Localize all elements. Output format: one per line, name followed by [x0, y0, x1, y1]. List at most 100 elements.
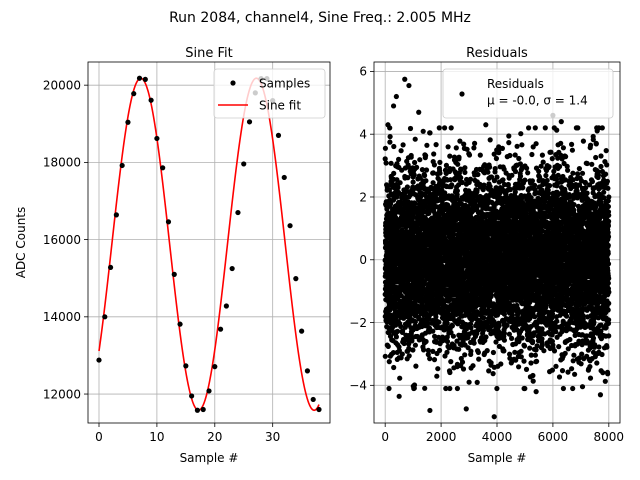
residual-point — [395, 185, 401, 191]
sample-point — [154, 135, 160, 142]
sample-point — [281, 174, 287, 181]
residuals-title: Residuals — [466, 46, 528, 61]
residual-point — [406, 164, 412, 170]
sample-point — [194, 407, 201, 413]
y-tick-label: 18000 — [43, 156, 81, 170]
residual-point — [456, 154, 462, 160]
residual-point — [490, 349, 496, 356]
residual-point — [444, 338, 451, 345]
residual-point — [442, 125, 448, 131]
residual-point — [519, 142, 525, 148]
residual-point — [509, 335, 515, 341]
residual-point — [488, 360, 494, 366]
y-tick-label: 20000 — [43, 78, 81, 92]
y-tick-label: 16000 — [43, 233, 81, 247]
residual-point — [486, 368, 492, 374]
residual-point — [471, 340, 477, 346]
residual-point — [466, 152, 473, 158]
residual-point — [396, 156, 402, 162]
residual-point — [494, 385, 500, 392]
residual-point — [386, 385, 392, 392]
residual-point — [467, 176, 474, 182]
sample-point — [102, 314, 108, 320]
sample-point — [212, 364, 218, 370]
residual-point — [420, 128, 426, 134]
residual-point — [437, 159, 443, 165]
sample-point — [206, 388, 212, 394]
residual-point — [431, 162, 437, 168]
residual-point — [406, 345, 412, 351]
sample-point — [217, 326, 224, 332]
sample-point — [275, 132, 282, 138]
residual-point — [444, 320, 450, 326]
y-tick-label: 14000 — [43, 310, 81, 324]
residual-point — [471, 145, 477, 151]
residual-point — [443, 162, 449, 168]
residual-point — [408, 152, 414, 159]
residual-point — [419, 167, 425, 173]
residual-point — [472, 140, 478, 146]
residual-point — [480, 187, 486, 193]
residual-point — [516, 155, 522, 162]
sample-point — [142, 76, 148, 82]
residual-point — [421, 347, 427, 353]
residual-point — [501, 348, 507, 354]
sine-fit-grid — [88, 62, 330, 423]
residual-point — [430, 170, 436, 176]
residual-point — [394, 228, 400, 234]
residual-point — [490, 371, 496, 377]
sample-point — [148, 97, 154, 103]
residual-point — [505, 181, 511, 188]
sine-fit-samples — [96, 75, 322, 413]
residual-point — [396, 348, 402, 354]
residual-point — [496, 322, 502, 328]
residual-point — [485, 169, 491, 175]
sine-fit-legend: Samples Sine fit — [213, 68, 326, 119]
residual-point — [404, 184, 410, 190]
residual-point — [410, 347, 416, 353]
residual-point — [514, 143, 520, 149]
residual-point — [462, 165, 468, 171]
residual-point — [456, 346, 462, 352]
residual-point — [400, 142, 406, 148]
x-tick-label: 30 — [265, 430, 280, 444]
residual-point — [450, 333, 456, 339]
residual-point — [388, 201, 394, 207]
residual-point — [458, 175, 464, 181]
residual-point — [430, 180, 436, 186]
residual-point — [387, 139, 393, 145]
sample-point — [316, 406, 322, 413]
sample-point — [96, 357, 102, 363]
residual-point — [391, 143, 397, 150]
residual-point — [492, 166, 498, 172]
residual-point — [500, 177, 506, 183]
x-tick-label: 20 — [207, 430, 222, 444]
residual-point — [462, 169, 468, 175]
residual-point — [412, 342, 418, 348]
residual-point — [453, 145, 459, 151]
residual-point — [398, 148, 404, 154]
residual-point — [385, 343, 391, 349]
sample-point — [183, 363, 189, 369]
legend-samples-marker — [230, 80, 236, 86]
residual-point — [390, 350, 396, 356]
residual-point — [413, 363, 419, 369]
sample-point — [287, 223, 293, 229]
residual-point — [423, 167, 430, 173]
residual-point — [509, 172, 515, 178]
residual-point — [410, 179, 416, 185]
residual-point — [431, 151, 437, 157]
residual-point — [488, 292, 494, 298]
residual-point — [447, 177, 454, 183]
sample-point — [160, 165, 166, 171]
residual-point — [477, 152, 483, 158]
residual-point — [487, 164, 493, 170]
residual-point — [444, 349, 450, 355]
residual-point — [434, 373, 440, 379]
sample-point — [229, 265, 235, 272]
residual-point — [412, 159, 418, 166]
residual-point — [417, 157, 423, 163]
sample-point — [113, 212, 119, 218]
